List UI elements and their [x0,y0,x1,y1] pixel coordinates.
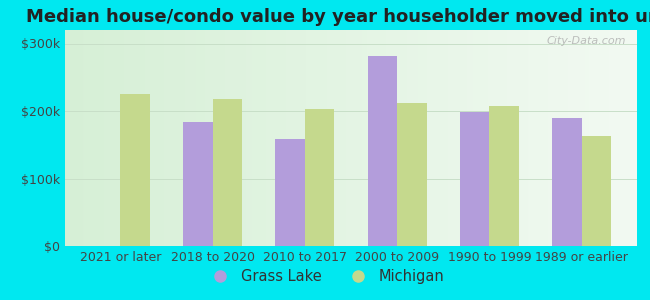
Bar [460,112,489,246]
Bar [305,109,334,246]
Bar [213,99,242,246]
Bar [368,56,397,246]
Bar [552,118,582,246]
Bar [276,139,305,246]
Bar [397,103,426,246]
Bar [183,122,213,246]
Legend: Grass Lake, Michigan: Grass Lake, Michigan [200,263,450,290]
Text: City-Data.com: City-Data.com [546,37,625,46]
Bar [582,136,611,246]
Bar [489,106,519,246]
Title: Median house/condo value by year householder moved into unit: Median house/condo value by year househo… [26,8,650,26]
Bar [120,94,150,246]
